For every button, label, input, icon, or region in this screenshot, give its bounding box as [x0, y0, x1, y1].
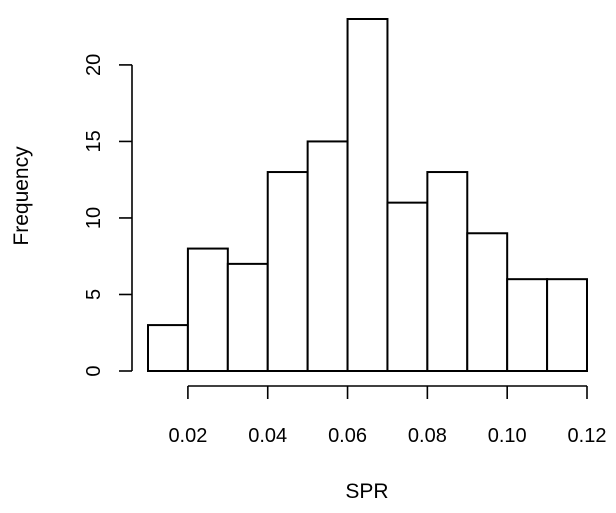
histogram-bar-4 [266, 171, 309, 372]
x-tick-label-4: 0.08 [408, 425, 447, 447]
x-tick-label-2: 0.04 [248, 425, 287, 447]
x-axis-title: SPR [345, 480, 388, 503]
x-tick-label-5: 0.10 [488, 425, 527, 447]
histogram-bar-6 [346, 18, 389, 372]
y-axis: 0 5 10 15 20 [83, 54, 133, 377]
histogram-bar-3 [226, 262, 269, 372]
histogram-bar-10 [506, 278, 549, 373]
y-tick-label-5: 20 [83, 54, 105, 76]
y-tick-label-2: 5 [83, 289, 105, 300]
x-tick-label-6: 0.12 [568, 425, 607, 447]
histogram-bars [147, 18, 589, 373]
y-tick-label-3: 10 [83, 207, 105, 229]
histogram-bar-9 [466, 232, 509, 372]
y-tick-label-1: 0 [83, 365, 105, 376]
x-tick-label-1: 0.02 [168, 425, 207, 447]
histogram-bar-2 [186, 247, 229, 373]
histogram-bar-7 [386, 201, 429, 372]
histogram-bar-11 [546, 278, 589, 373]
histogram-bar-1 [147, 324, 189, 372]
x-tick-label-3: 0.06 [328, 425, 367, 447]
y-tick-label-4: 15 [83, 130, 105, 152]
x-axis: 0.02 0.04 0.06 0.08 0.10 0.12 [168, 385, 607, 447]
histogram-bar-5 [306, 140, 349, 372]
histogram-bar-8 [426, 171, 469, 372]
y-axis-title: Frequency [10, 146, 33, 246]
